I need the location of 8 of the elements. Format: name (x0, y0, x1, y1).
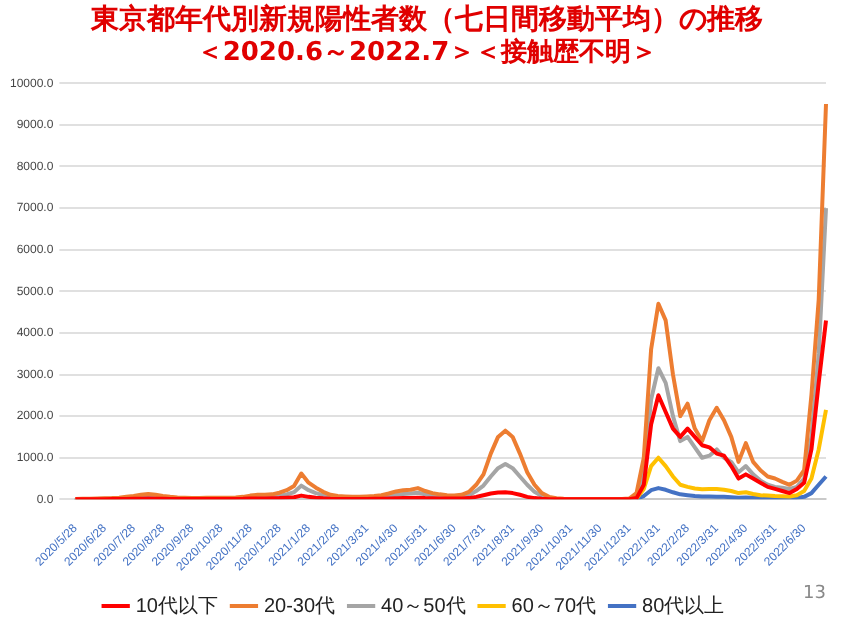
legend-label: 20-30代 (263, 595, 336, 618)
legend-label: 40～50代 (381, 595, 466, 618)
legend-label: 60～70代 (511, 595, 597, 618)
chart-subtitle: ＜2020.6～2022.7＞＜接触歴不明＞ (194, 38, 660, 70)
text: 13 (803, 584, 826, 604)
legend-label: 80代以上 (642, 593, 725, 618)
chart-title: 東京都年代別新規陽性者数（七日間移動平均）の推移 (88, 1, 765, 37)
legend-label: 10代以下 (135, 593, 218, 618)
